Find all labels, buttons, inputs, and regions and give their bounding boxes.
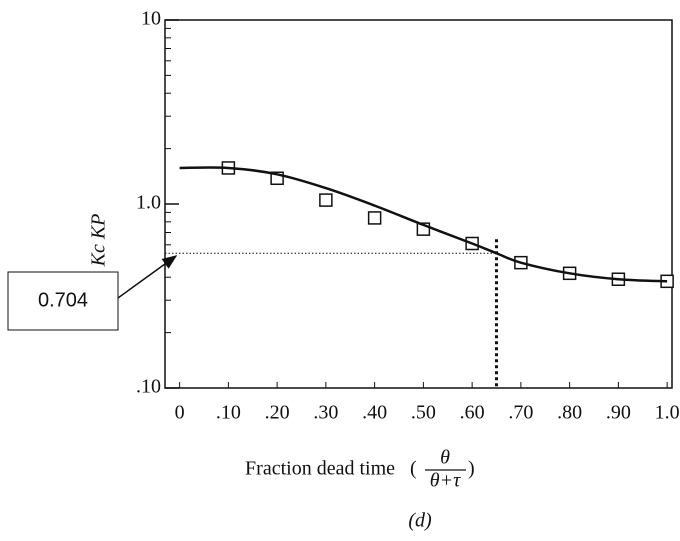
annotation-arrow bbox=[117, 255, 178, 299]
x-tick-label: .60 bbox=[460, 402, 485, 424]
x-tick-label: .70 bbox=[508, 402, 533, 424]
y-tick-label: 10 bbox=[141, 8, 161, 30]
x-tick-label: .40 bbox=[362, 402, 387, 424]
data-point bbox=[367, 211, 382, 225]
data-point bbox=[319, 193, 333, 207]
x-tick-label: .20 bbox=[265, 402, 290, 424]
paren: ) bbox=[468, 458, 475, 480]
annotation: 0.704 bbox=[38, 289, 88, 311]
caption: (d) bbox=[408, 510, 432, 532]
y-tick-label: .10 bbox=[136, 376, 161, 398]
plot-frame bbox=[164, 19, 673, 389]
x-tick-label: .10 bbox=[216, 402, 241, 424]
fraction-numerator: θ bbox=[440, 447, 450, 469]
x-tick-label: 1.0 bbox=[655, 402, 680, 424]
y-tick-label: 1.0 bbox=[136, 192, 161, 214]
x-axis-label: Fraction dead time bbox=[245, 458, 395, 480]
x-tick-label: .90 bbox=[606, 402, 631, 424]
annotation-box bbox=[7, 271, 119, 331]
x-tick-label: .30 bbox=[313, 402, 338, 424]
fraction-denominator: θ+τ bbox=[430, 470, 461, 492]
y-axis-label: Kc KP bbox=[88, 214, 110, 268]
x-tick-label: .50 bbox=[411, 402, 436, 424]
fit-line bbox=[179, 166, 668, 283]
paren: ( bbox=[410, 458, 417, 480]
x-tick-label: 0 bbox=[175, 402, 185, 424]
x-tick-label: .80 bbox=[557, 402, 582, 424]
